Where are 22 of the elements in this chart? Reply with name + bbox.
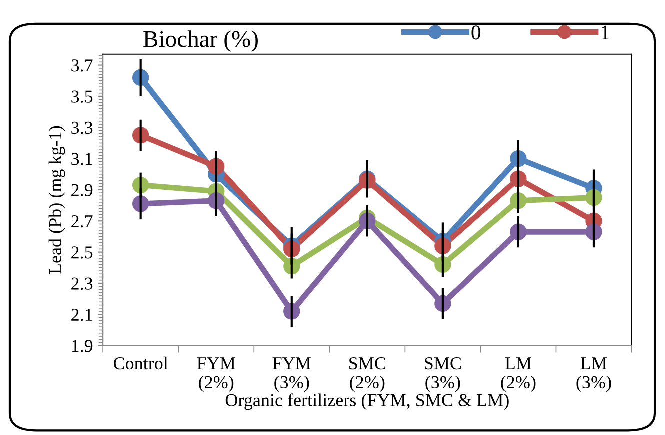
x-tick-label: Control [114, 356, 168, 370]
x-tick-label: LM (2%) [501, 358, 536, 392]
x-tick-label: FYM (2%) [197, 358, 236, 392]
y-axis-title: Lead (Pb) (mg kg-1) [48, 126, 66, 274]
x-tick-label: SMC (2%) [350, 358, 386, 392]
y-tick-label: 2.5 [72, 246, 93, 259]
x-axis-title: Organic fertilizers (FYM, SMC & LM) [226, 394, 509, 410]
x-tick-label: FYM (3%) [272, 358, 311, 392]
legend-label: 0 [472, 26, 481, 40]
x-tick-label: SMC (3%) [425, 358, 462, 392]
y-tick-label: 2.3 [72, 278, 93, 290]
y-tick-label: 3.7 [72, 60, 93, 72]
y-tick-label: 3.5 [72, 90, 93, 103]
y-tick-label: 2.1 [72, 308, 92, 322]
y-tick-label: 2.7 [72, 215, 93, 228]
x-tick-label: LM (3%) [576, 358, 612, 392]
legend-title: Biochar (%) [144, 30, 258, 52]
y-tick-label: 3.3 [72, 122, 93, 134]
legend-label: 1 [602, 26, 610, 40]
y-tick-label: 3.1 [72, 153, 92, 166]
y-tick-label: 2.9 [72, 184, 93, 196]
y-tick-label: 1.9 [72, 340, 93, 352]
